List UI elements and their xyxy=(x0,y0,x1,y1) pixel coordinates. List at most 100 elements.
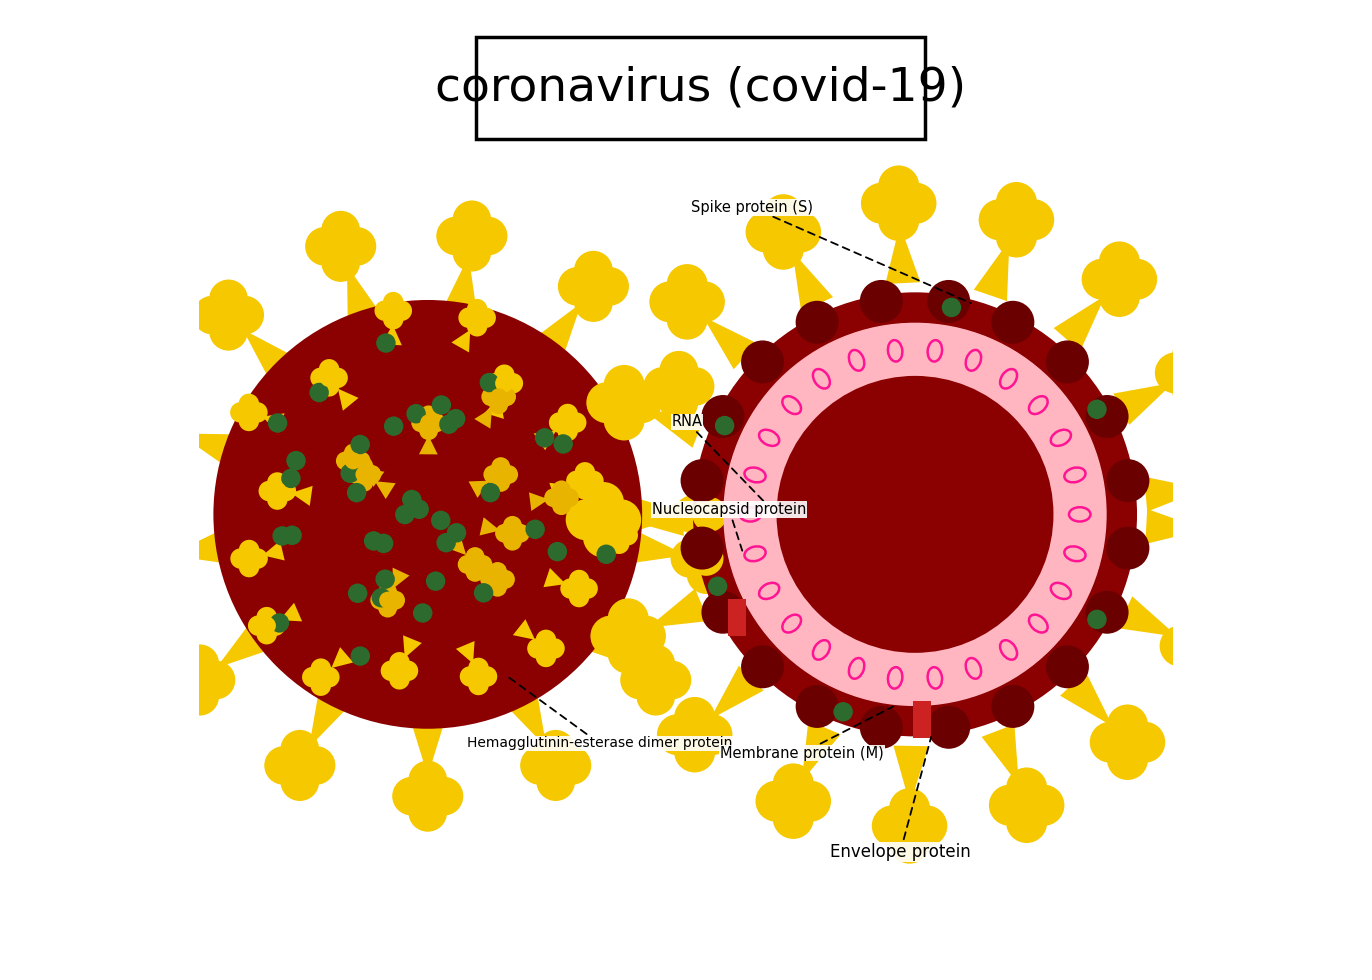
Circle shape xyxy=(807,418,815,427)
Circle shape xyxy=(469,217,508,256)
Circle shape xyxy=(676,716,713,754)
Circle shape xyxy=(796,301,838,344)
Circle shape xyxy=(310,675,331,696)
Circle shape xyxy=(772,798,814,839)
Circle shape xyxy=(280,762,320,801)
Circle shape xyxy=(890,808,927,845)
Polygon shape xyxy=(445,256,476,312)
Polygon shape xyxy=(702,317,757,369)
Circle shape xyxy=(351,452,370,470)
Polygon shape xyxy=(217,623,269,668)
Circle shape xyxy=(860,280,903,323)
Polygon shape xyxy=(645,411,705,448)
Circle shape xyxy=(583,516,624,558)
Circle shape xyxy=(557,420,578,441)
Circle shape xyxy=(609,533,630,554)
Circle shape xyxy=(756,781,797,821)
Circle shape xyxy=(590,267,628,306)
Circle shape xyxy=(165,661,203,700)
Polygon shape xyxy=(586,623,639,668)
Circle shape xyxy=(637,677,675,715)
Circle shape xyxy=(347,483,366,503)
Circle shape xyxy=(671,539,709,578)
Circle shape xyxy=(466,556,483,573)
Circle shape xyxy=(409,760,447,800)
Circle shape xyxy=(230,402,251,422)
Circle shape xyxy=(490,379,508,398)
Circle shape xyxy=(257,624,277,645)
Circle shape xyxy=(209,279,248,318)
Text: coronavirus (covid-19): coronavirus (covid-19) xyxy=(435,66,966,111)
Circle shape xyxy=(535,629,556,650)
Circle shape xyxy=(268,472,288,493)
Circle shape xyxy=(788,574,797,583)
Circle shape xyxy=(402,490,421,510)
Circle shape xyxy=(638,662,674,698)
Bar xyxy=(729,599,746,636)
Circle shape xyxy=(130,523,169,562)
Circle shape xyxy=(741,645,783,688)
Circle shape xyxy=(321,211,359,250)
Circle shape xyxy=(862,380,870,389)
Text: Membrane protein (M): Membrane protein (M) xyxy=(720,707,893,760)
Circle shape xyxy=(889,822,930,863)
Circle shape xyxy=(480,372,499,392)
Circle shape xyxy=(268,414,287,433)
Polygon shape xyxy=(468,551,488,570)
Polygon shape xyxy=(1113,382,1173,425)
Circle shape xyxy=(989,396,997,405)
Circle shape xyxy=(225,296,263,334)
Circle shape xyxy=(567,413,586,433)
Circle shape xyxy=(490,395,508,415)
Circle shape xyxy=(831,396,841,405)
Circle shape xyxy=(790,781,831,821)
Circle shape xyxy=(497,570,514,589)
Circle shape xyxy=(214,300,642,729)
Circle shape xyxy=(156,408,195,447)
Circle shape xyxy=(379,599,397,617)
Circle shape xyxy=(328,368,348,388)
Circle shape xyxy=(547,542,567,562)
Circle shape xyxy=(1087,400,1107,419)
Circle shape xyxy=(569,569,590,590)
Circle shape xyxy=(796,685,838,728)
Polygon shape xyxy=(469,480,490,498)
Circle shape xyxy=(687,523,726,562)
Circle shape xyxy=(600,499,641,540)
Circle shape xyxy=(494,365,514,385)
Circle shape xyxy=(392,777,431,815)
Circle shape xyxy=(565,499,606,540)
Circle shape xyxy=(476,308,495,328)
Circle shape xyxy=(545,488,563,508)
Circle shape xyxy=(336,452,355,470)
Circle shape xyxy=(536,730,575,768)
Circle shape xyxy=(1188,511,1229,551)
Circle shape xyxy=(318,376,339,397)
Polygon shape xyxy=(626,501,683,536)
Circle shape xyxy=(287,451,306,470)
Circle shape xyxy=(425,571,446,591)
Circle shape xyxy=(553,746,591,785)
Circle shape xyxy=(1085,395,1129,438)
Circle shape xyxy=(860,706,903,749)
Polygon shape xyxy=(418,436,438,455)
Circle shape xyxy=(510,524,530,543)
Circle shape xyxy=(674,697,715,738)
Circle shape xyxy=(1008,787,1045,824)
Circle shape xyxy=(992,301,1034,344)
Polygon shape xyxy=(981,724,1019,785)
Circle shape xyxy=(657,714,698,756)
Circle shape xyxy=(617,525,638,546)
Circle shape xyxy=(355,466,372,483)
Circle shape xyxy=(338,227,376,266)
Circle shape xyxy=(681,460,723,502)
Circle shape xyxy=(276,481,296,501)
Circle shape xyxy=(466,317,487,336)
Circle shape xyxy=(502,373,523,393)
Circle shape xyxy=(504,524,521,542)
Circle shape xyxy=(196,661,236,700)
Text: Hemagglutinin-esterase dimer protein: Hemagglutinin-esterase dimer protein xyxy=(466,677,733,751)
Circle shape xyxy=(536,762,575,801)
Circle shape xyxy=(871,806,912,847)
Circle shape xyxy=(482,387,501,406)
